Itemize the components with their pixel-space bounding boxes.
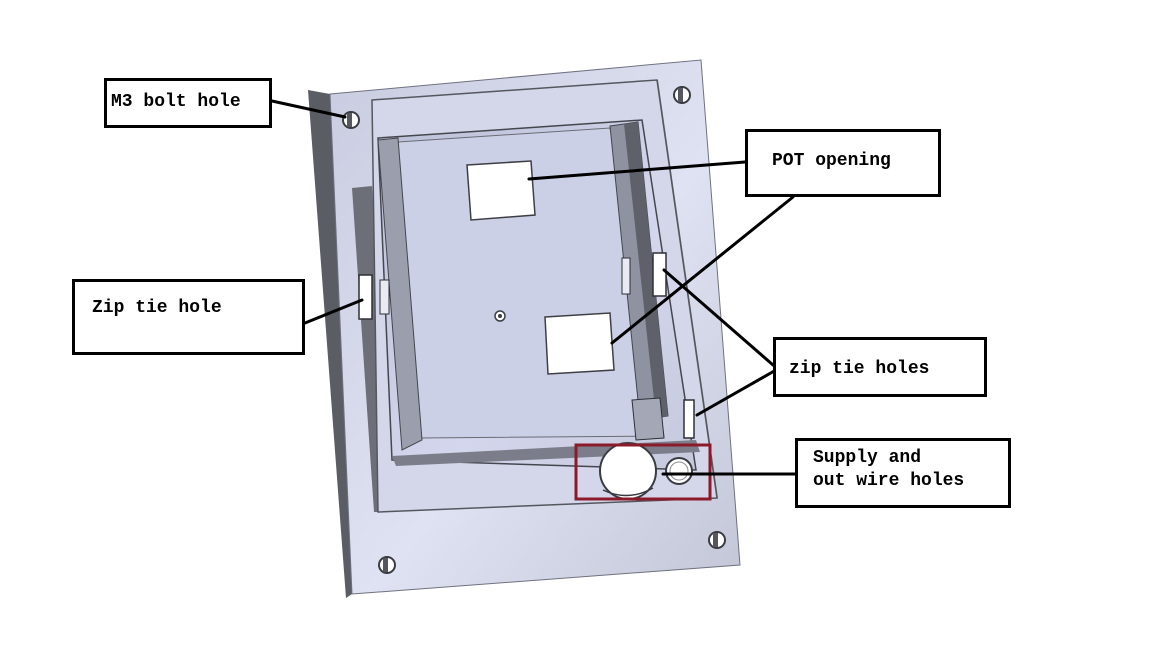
leader-zip-right-upper xyxy=(662,268,775,367)
corner-tab xyxy=(631,397,665,441)
m3-bolt-hole-bottom-left xyxy=(378,556,396,574)
label-supply-wire-holes: Supply and out wire holes xyxy=(795,438,1011,508)
m3-bolt-hole-top-right xyxy=(673,86,691,104)
wire-holes-highlight xyxy=(574,443,712,501)
zip-tie-hole-left-b xyxy=(379,279,390,315)
label-pot-opening: POT opening xyxy=(745,129,941,197)
left-rail xyxy=(377,137,423,451)
leader-zip-right-lower xyxy=(695,368,778,417)
m3-bolt-hole-top-left xyxy=(342,111,360,129)
leader-m3 xyxy=(270,99,347,119)
pot-opening-upper xyxy=(466,160,536,221)
pot-opening-lower xyxy=(544,312,615,375)
leader-pot-lower xyxy=(610,195,795,345)
label-zip-tie-holes: zip tie holes xyxy=(773,337,987,397)
zip-tie-hole-right-b xyxy=(683,399,695,439)
plate-left-edge xyxy=(308,90,352,598)
leader-pot-upper xyxy=(527,160,747,181)
label-m3-bolt-hole: M3 bolt hole xyxy=(104,78,272,128)
right-rail-inner xyxy=(624,122,668,418)
label-zip-tie-hole: Zip tie hole xyxy=(72,279,305,355)
zip-tie-hole-right-a xyxy=(652,252,667,297)
rail-notch xyxy=(621,257,631,295)
m3-bolt-hole-bottom-right xyxy=(708,531,726,549)
leader-zip-left xyxy=(303,298,364,325)
zip-tie-hole-left-a xyxy=(358,274,373,320)
